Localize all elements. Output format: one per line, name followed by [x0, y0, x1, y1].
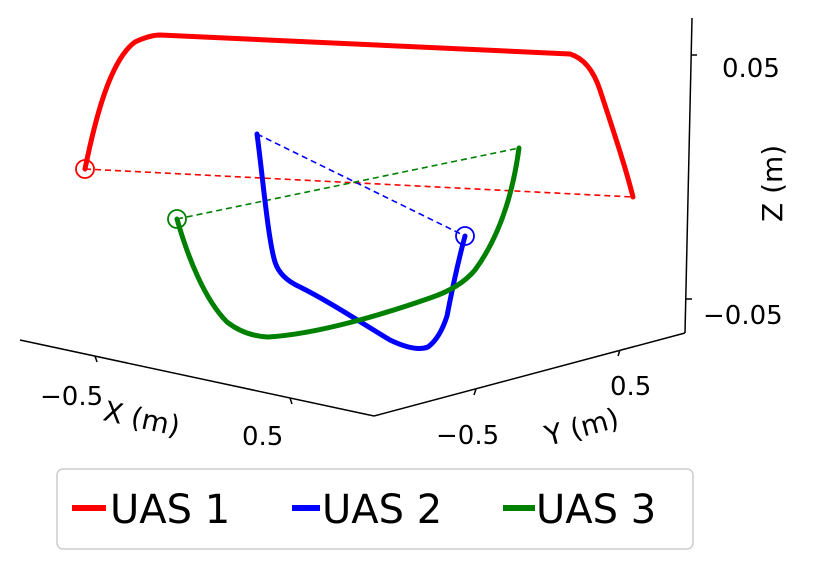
y-tick-mark	[473, 388, 477, 396]
reference-lines	[84, 133, 634, 237]
uas3-start-marker	[167, 209, 187, 229]
legend-label-uas2: UAS 2	[322, 487, 442, 533]
x-axis-label: X (m)	[101, 395, 183, 443]
x-tick-label: −0.5	[40, 382, 103, 412]
y-tick-label: 0.5	[610, 372, 651, 402]
uas2-reference-line	[256, 133, 466, 237]
tick-marks	[94, 54, 697, 405]
x-axis-line	[19, 339, 375, 417]
uas2-start-marker	[455, 226, 475, 246]
uas3-reference-line	[176, 147, 520, 220]
legend-label-uas1: UAS 1	[110, 487, 230, 533]
start-markers	[75, 159, 475, 246]
legend-label-uas3: UAS 3	[536, 487, 656, 533]
uas3-trajectory	[174, 145, 522, 340]
y-axis-line	[373, 332, 686, 417]
x-tick-mark	[94, 355, 98, 363]
uas1-trajectory	[82, 32, 636, 200]
z-axis-label: Z (m)	[756, 145, 789, 222]
y-axis-label: Y (m)	[540, 401, 622, 453]
trajectories	[82, 32, 636, 351]
x-tick-mark	[289, 397, 293, 405]
legend-box	[56, 468, 694, 550]
axes-frame	[19, 17, 693, 417]
z-axis-line	[684, 17, 693, 334]
uas1-start-marker	[75, 159, 95, 179]
y-tick-label: −0.5	[436, 421, 499, 451]
uas2-trajectory	[254, 131, 468, 351]
uas1-reference-line	[84, 168, 634, 198]
x-tick-label: 0.5	[242, 422, 283, 452]
z-tick-label: −0.05	[703, 301, 783, 331]
z-tick-label: 0.05	[722, 54, 780, 84]
y-tick-mark	[617, 349, 621, 357]
legend: UAS 1 UAS 2 UAS 3	[56, 468, 694, 550]
